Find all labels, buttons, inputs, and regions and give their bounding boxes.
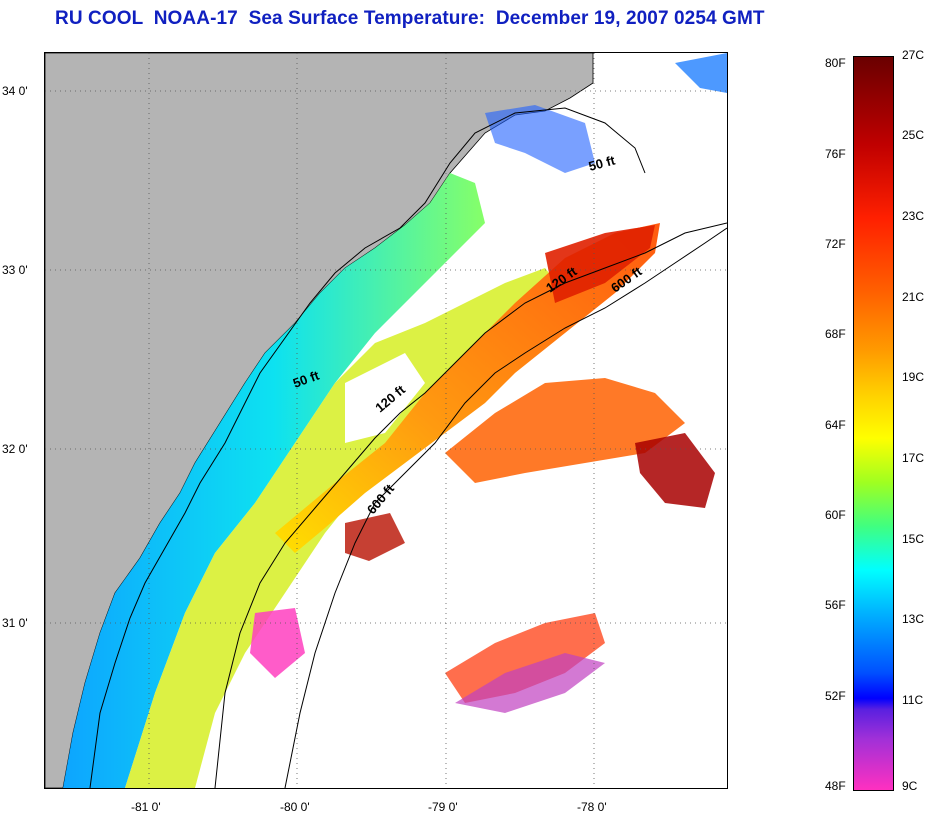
colorbar-c-label: 27C [902,48,925,62]
colorbar-c-label: 19C [902,370,925,384]
mid-shelf-band [125,268,565,788]
southern-streaks-purple [455,653,605,713]
contour-50ft [89,107,646,788]
sst-map-canvas: 50 ft 50 ft 120 ft 120 ft 600 ft 600 ft [45,53,727,788]
map-title: RU COOL NOAA-17 Sea Surface Temperature:… [55,8,765,29]
colorbar-c-label: 11C [902,693,924,707]
lat-label: 34 0' [2,84,28,98]
colorbar-c-label: 21C [902,290,925,304]
colorbar-f-label: 80F [825,56,846,70]
contour-120ft [214,222,727,788]
northern-blue-patch [485,105,595,173]
colorbar-c-label: 15C [902,532,925,546]
colorbar-f-label: 48F [825,779,846,793]
offshore-cold-patch [675,53,727,93]
colorbar-f-label: 76F [825,147,846,161]
colorbar-c-label: 13C [902,612,925,626]
deep-red-eddies [635,433,715,508]
pink-patch [250,608,305,678]
colorbar-f-label: 64F [825,418,846,432]
colorbar-c-label: 25C [902,128,925,142]
sst-map[interactable]: 50 ft 50 ft 120 ft 120 ft 600 ft 600 ft [44,52,728,789]
gulf-stream-offshore [445,378,685,483]
southern-streaks [445,613,605,703]
gulf-stream-band [275,223,660,553]
lat-label: 33 0' [2,263,28,277]
lon-label: -81 0' [131,800,161,814]
graticule [45,53,727,788]
colorbar-c-label: 9C [902,779,918,793]
lat-label: 32 0' [2,442,28,456]
colorbar-f-label: 72F [825,237,846,251]
lon-label: -79 0' [428,800,458,814]
lat-label: 31 0' [2,616,28,630]
temperature-colorbar [853,56,894,791]
contour-600ft [284,227,727,788]
lon-label: -78 0' [577,800,607,814]
colorbar-f-label: 60F [825,508,846,522]
coastal-cold-band [63,173,485,788]
colorbar-f-label: 52F [825,689,846,703]
colorbar-f-label: 56F [825,598,846,612]
colorbar-c-label: 23C [902,209,925,223]
cloud-patch [345,353,425,443]
colorbar-f-label: 68F [825,327,846,341]
lon-label: -80 0' [280,800,310,814]
contour-label: 50 ft [587,152,617,174]
hot-patches [545,225,655,303]
colorbar-c-label: 17C [902,451,925,465]
